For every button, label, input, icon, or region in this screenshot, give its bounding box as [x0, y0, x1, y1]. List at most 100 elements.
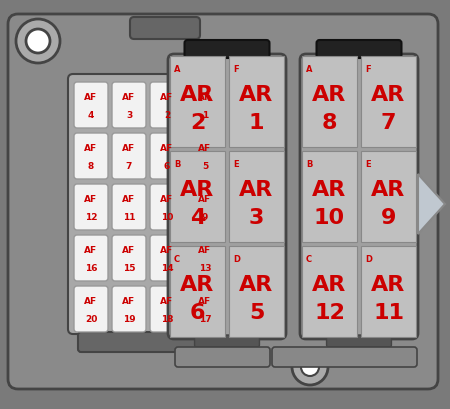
Bar — [361, 152, 416, 243]
FancyBboxPatch shape — [188, 286, 222, 332]
Text: 3: 3 — [126, 110, 132, 119]
Circle shape — [292, 349, 328, 385]
Text: 11: 11 — [373, 303, 404, 323]
Text: AF: AF — [122, 246, 135, 254]
FancyBboxPatch shape — [150, 286, 184, 332]
FancyBboxPatch shape — [112, 184, 146, 230]
Bar — [361, 246, 416, 337]
FancyBboxPatch shape — [188, 134, 222, 180]
FancyBboxPatch shape — [188, 83, 222, 129]
FancyBboxPatch shape — [74, 83, 108, 129]
FancyBboxPatch shape — [8, 15, 438, 389]
Text: AF: AF — [161, 246, 174, 254]
FancyBboxPatch shape — [130, 18, 200, 40]
FancyBboxPatch shape — [74, 236, 108, 281]
Text: AF: AF — [198, 246, 211, 254]
Text: 7: 7 — [126, 161, 132, 170]
FancyBboxPatch shape — [112, 134, 146, 180]
Polygon shape — [418, 175, 445, 234]
Text: 6: 6 — [164, 161, 170, 170]
Text: 3: 3 — [249, 208, 264, 228]
Text: B: B — [306, 160, 312, 169]
Text: AR: AR — [371, 85, 405, 105]
Text: AF: AF — [85, 93, 98, 102]
Text: AF: AF — [85, 297, 98, 306]
Text: E: E — [233, 160, 238, 169]
Text: AF: AF — [198, 297, 211, 306]
Text: 7: 7 — [381, 113, 396, 133]
Text: 9: 9 — [202, 212, 208, 221]
FancyBboxPatch shape — [74, 134, 108, 180]
Text: 5: 5 — [202, 161, 208, 170]
Text: AF: AF — [198, 195, 211, 204]
FancyBboxPatch shape — [327, 335, 392, 347]
Text: AR: AR — [180, 180, 215, 200]
Text: 10: 10 — [314, 208, 345, 228]
FancyBboxPatch shape — [316, 41, 401, 59]
Text: 14: 14 — [161, 263, 173, 272]
Text: 12: 12 — [314, 303, 345, 323]
FancyBboxPatch shape — [150, 83, 184, 129]
Text: AF: AF — [198, 93, 211, 102]
FancyBboxPatch shape — [175, 347, 270, 367]
Text: AR: AR — [180, 85, 215, 105]
Text: 11: 11 — [123, 212, 135, 221]
Text: 2: 2 — [190, 113, 205, 133]
Text: AR: AR — [312, 274, 346, 294]
Text: AF: AF — [161, 93, 174, 102]
FancyBboxPatch shape — [78, 332, 213, 352]
Text: E: E — [365, 160, 371, 169]
FancyBboxPatch shape — [272, 347, 417, 367]
FancyBboxPatch shape — [112, 83, 146, 129]
Text: F: F — [233, 65, 238, 74]
Text: 10: 10 — [161, 212, 173, 221]
Text: 6: 6 — [190, 303, 205, 323]
Text: C: C — [306, 254, 312, 263]
Bar — [229, 246, 284, 337]
Text: A: A — [174, 65, 180, 74]
Text: 2: 2 — [164, 110, 170, 119]
Text: AF: AF — [161, 297, 174, 306]
Circle shape — [26, 30, 50, 54]
Bar — [229, 152, 284, 243]
Text: AR: AR — [239, 274, 274, 294]
FancyBboxPatch shape — [150, 184, 184, 230]
FancyBboxPatch shape — [188, 184, 222, 230]
Text: AR: AR — [371, 274, 405, 294]
Text: 19: 19 — [123, 314, 135, 323]
Text: A: A — [306, 65, 312, 74]
FancyBboxPatch shape — [188, 236, 222, 281]
Text: 4: 4 — [88, 110, 94, 119]
Bar — [302, 57, 357, 148]
Text: AF: AF — [85, 246, 98, 254]
Circle shape — [301, 358, 319, 376]
Bar — [170, 57, 225, 148]
Text: B: B — [174, 160, 180, 169]
Text: AF: AF — [85, 195, 98, 204]
FancyBboxPatch shape — [150, 134, 184, 180]
FancyBboxPatch shape — [112, 286, 146, 332]
Text: AF: AF — [122, 93, 135, 102]
Bar — [229, 57, 284, 148]
Text: 4: 4 — [190, 208, 205, 228]
Bar — [302, 152, 357, 243]
Text: 20: 20 — [85, 314, 97, 323]
Text: C: C — [174, 254, 180, 263]
Text: 18: 18 — [161, 314, 173, 323]
FancyBboxPatch shape — [184, 41, 270, 59]
Text: AF: AF — [122, 195, 135, 204]
Circle shape — [16, 20, 60, 64]
Text: AR: AR — [239, 180, 274, 200]
Text: 8: 8 — [88, 161, 94, 170]
Text: 12: 12 — [85, 212, 97, 221]
Text: 1: 1 — [249, 113, 264, 133]
FancyBboxPatch shape — [194, 335, 260, 347]
Bar — [302, 246, 357, 337]
Text: AR: AR — [180, 274, 215, 294]
Text: AR: AR — [312, 85, 346, 105]
Text: AF: AF — [161, 144, 174, 153]
Text: AR: AR — [239, 85, 274, 105]
Bar — [170, 246, 225, 337]
FancyBboxPatch shape — [168, 55, 286, 339]
Bar — [361, 57, 416, 148]
